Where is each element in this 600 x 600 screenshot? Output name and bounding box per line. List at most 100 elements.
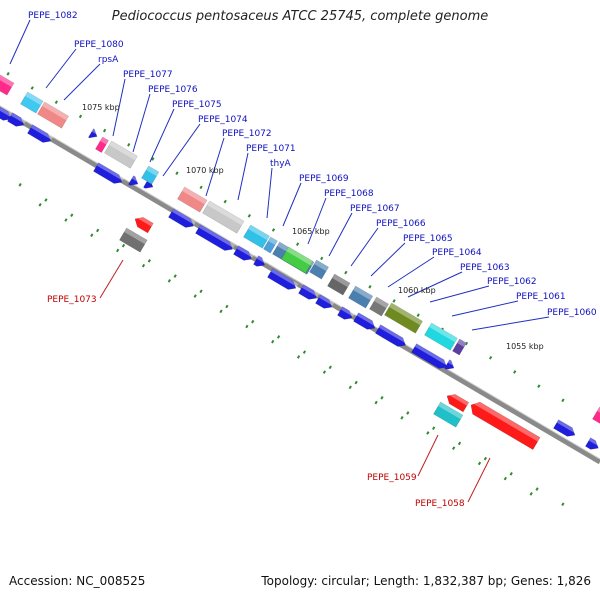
tick-dot-lower-9 bbox=[251, 319, 255, 324]
cds-reverse-0-highlight bbox=[135, 214, 154, 227]
tick-dot-lower-b-6 bbox=[193, 294, 197, 298]
cds-forward-0-highlight bbox=[0, 103, 14, 118]
cds-reverse-1 bbox=[446, 391, 470, 413]
cds-forward-20 bbox=[585, 437, 600, 450]
gene-feature-4-highlight bbox=[109, 140, 138, 161]
cds-forward-12-shape bbox=[298, 284, 317, 300]
gene-label-bottom-1: PEPE_1059 bbox=[367, 473, 417, 483]
leader-top-15 bbox=[387, 256, 435, 288]
cds-forward-11 bbox=[267, 268, 299, 290]
cds-reverse-0 bbox=[134, 214, 154, 234]
tick-dot-lower-b-19 bbox=[529, 492, 533, 496]
cds-forward-2 bbox=[27, 124, 54, 143]
gene-feature-12-shape bbox=[309, 259, 329, 280]
gene-label-top-8: PEPE_1071 bbox=[246, 144, 296, 154]
tick-dot-lower-10 bbox=[276, 335, 281, 339]
leader-top-13 bbox=[350, 227, 379, 267]
cds-forward-16-shape bbox=[375, 324, 406, 347]
leader-top-5 bbox=[149, 108, 175, 163]
cds-forward-14-shape bbox=[337, 306, 353, 320]
gene-feature-14-highlight bbox=[353, 285, 373, 301]
cds-forward-13-highlight bbox=[318, 294, 335, 306]
gene-label-top-4: PEPE_1076 bbox=[148, 85, 198, 95]
gene-feature-9 bbox=[263, 236, 278, 254]
gene-feature-5-highlight bbox=[146, 165, 159, 177]
tick-dot-upper-9 bbox=[223, 199, 227, 204]
leader-top-6 bbox=[162, 123, 201, 177]
cds-forward-19-highlight bbox=[556, 419, 578, 434]
gene-feature-5-shape bbox=[141, 165, 160, 185]
leader-top-2 bbox=[63, 63, 101, 101]
gene-feature-12 bbox=[309, 259, 329, 280]
gene-feature-0-highlight bbox=[0, 73, 15, 88]
gene-label-top-16: PEPE_1063 bbox=[460, 263, 510, 273]
gene-feature-17 bbox=[424, 322, 458, 351]
tick-dot-upper-0 bbox=[6, 72, 10, 76]
gene-label-top-13: PEPE_1066 bbox=[376, 219, 426, 229]
tick-dot-lower-b-18 bbox=[503, 476, 507, 481]
cds-forward-15-highlight bbox=[356, 312, 378, 327]
tick-dot-lower-b-11 bbox=[322, 370, 327, 374]
tick-dot-lower-b-9 bbox=[271, 339, 275, 344]
leader-top-7 bbox=[205, 137, 225, 197]
gene-feature-rev-1-highlight bbox=[438, 401, 463, 420]
cds-reverse-2-shape bbox=[470, 401, 541, 450]
tick-dot-lower-15 bbox=[406, 411, 410, 415]
leader-top-18 bbox=[451, 300, 519, 317]
gene-feature-3-highlight bbox=[100, 136, 109, 145]
gene-feature-6 bbox=[177, 186, 208, 213]
leader-top-11 bbox=[307, 197, 327, 245]
gene-feature-rev-0 bbox=[119, 227, 148, 253]
scale-label-1: 1070 kbp bbox=[186, 166, 224, 175]
gene-feature-7 bbox=[202, 200, 245, 234]
gene-feature-rev-0-shape bbox=[119, 227, 148, 253]
scale-label-3: 1060 kbp bbox=[398, 286, 436, 295]
map-title: Pediococcus pentosaceus ATCC 25745, comp… bbox=[111, 9, 489, 24]
gene-feature-11-shape bbox=[281, 246, 314, 274]
gene-feature-rev-0-highlight bbox=[124, 227, 148, 245]
cds-forward-4-highlight bbox=[96, 162, 125, 181]
gene-feature-11 bbox=[281, 246, 314, 274]
gene-feature-19 bbox=[592, 406, 600, 425]
gene-feature-3-shape bbox=[95, 136, 109, 153]
tick-dot-lower-b-17 bbox=[477, 461, 482, 466]
tick-dot-lower-b-2 bbox=[90, 233, 94, 238]
gene-feature-16-shape bbox=[384, 302, 423, 334]
cds-forward-17 bbox=[411, 343, 450, 369]
tick-dot-upper-19 bbox=[464, 341, 469, 346]
cds-forward-8 bbox=[195, 224, 236, 251]
cds-forward-12 bbox=[298, 284, 320, 300]
tick-dot-upper-10 bbox=[247, 213, 251, 218]
tick-dot-lower-b-3 bbox=[116, 248, 120, 253]
gene-feature-11-highlight bbox=[286, 246, 313, 266]
gene-label-top-0: PEPE_1082 bbox=[28, 11, 78, 21]
cds-forward-18-shape bbox=[444, 359, 455, 370]
gene-feature-8-highlight bbox=[248, 224, 270, 241]
tick-dot-lower-8 bbox=[225, 304, 229, 309]
tick-dot-upper-5 bbox=[127, 142, 131, 147]
gene-label-top-14: PEPE_1065 bbox=[403, 234, 453, 244]
tick-dot-lower-6 bbox=[173, 274, 177, 278]
tick-dot-upper-14 bbox=[344, 270, 348, 275]
topology-summary: Topology: circular; Length: 1,832,387 bp… bbox=[261, 574, 591, 588]
leader-top-16 bbox=[407, 271, 463, 298]
gene-feature-7-shape bbox=[202, 200, 245, 234]
gene-feature-9-highlight bbox=[268, 236, 278, 246]
tick-dot-lower-0 bbox=[18, 183, 22, 187]
tick-dot-lower-5 bbox=[147, 259, 151, 263]
tick-dot-upper-2 bbox=[54, 100, 58, 104]
label-leaders bbox=[9, 19, 550, 503]
gene-label-bottom-0: PEPE_1073 bbox=[47, 295, 97, 305]
tick-dot-upper-7 bbox=[175, 171, 179, 175]
gene-feature-2 bbox=[37, 101, 70, 129]
tick-dot-upper-20 bbox=[488, 355, 493, 360]
cds-forward-14 bbox=[337, 306, 355, 320]
cds-forward-5-highlight bbox=[131, 175, 141, 183]
leader-top-8 bbox=[237, 152, 249, 201]
tick-dot-lower-b-15 bbox=[426, 431, 430, 435]
tick-dot-lower-11 bbox=[302, 350, 307, 354]
gene-feature-19-shape bbox=[592, 406, 600, 425]
tick-dot-lower-b-4 bbox=[141, 263, 146, 268]
leader-top-4 bbox=[132, 93, 151, 153]
cds-forward-8-highlight bbox=[198, 224, 236, 248]
